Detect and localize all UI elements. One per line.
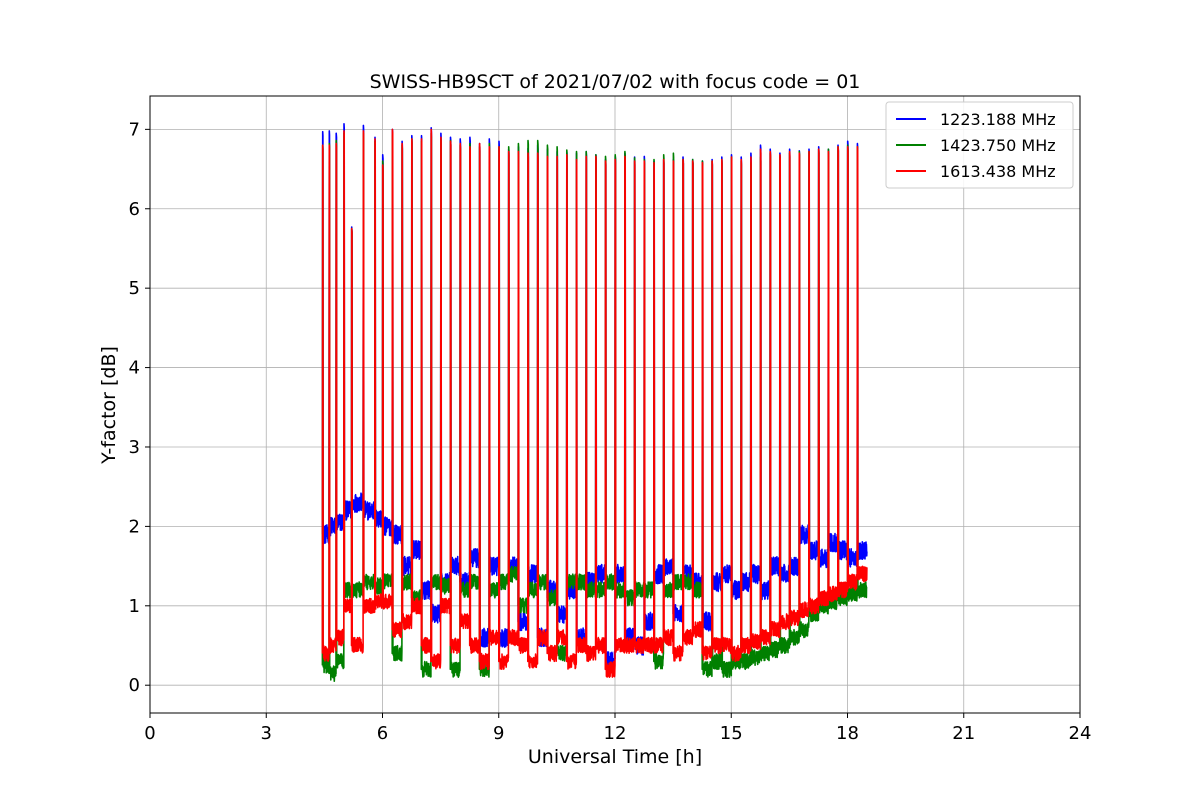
x-tick-label: 12 xyxy=(604,723,627,744)
x-tick-label: 24 xyxy=(1069,723,1092,744)
x-tick-label: 15 xyxy=(720,723,743,744)
y-tick-label: 6 xyxy=(129,199,140,220)
y-tick-label: 4 xyxy=(129,358,140,379)
x-tick-label: 9 xyxy=(493,723,504,744)
legend: 1223.188 MHz 1423.750 MHz 1613.438 MHz xyxy=(885,101,1074,189)
legend-label: 1223.188 MHz xyxy=(940,110,1056,129)
series-line-1 xyxy=(321,123,868,672)
y-tick-label: 5 xyxy=(129,278,140,299)
x-axis-label: Universal Time [h] xyxy=(528,746,702,768)
y-tick-label: 3 xyxy=(129,437,140,458)
chart-title: SWISS-HB9SCT of 2021/07/02 with focus co… xyxy=(370,71,861,93)
legend-box xyxy=(885,101,1074,189)
legend-label: 1613.438 MHz xyxy=(940,162,1056,181)
y-tick-label: 1 xyxy=(129,596,140,617)
series-layer xyxy=(321,123,868,683)
x-tick-label: 21 xyxy=(952,723,975,744)
y-tick-label: 7 xyxy=(129,119,140,140)
y-tick-label: 0 xyxy=(129,675,140,696)
legend-label: 1423.750 MHz xyxy=(940,136,1056,155)
series-line-2 xyxy=(321,132,868,683)
x-tick-label: 18 xyxy=(836,723,859,744)
x-tick-label: 0 xyxy=(144,723,155,744)
x-tick-label: 6 xyxy=(377,723,388,744)
y-axis-label: Y-factor [dB] xyxy=(98,346,120,465)
series-line-3 xyxy=(321,128,868,679)
legend-entries: 1223.188 MHz 1423.750 MHz 1613.438 MHz xyxy=(896,110,1056,181)
x-tick-label: 3 xyxy=(261,723,272,744)
y-tick-label: 2 xyxy=(129,516,140,537)
